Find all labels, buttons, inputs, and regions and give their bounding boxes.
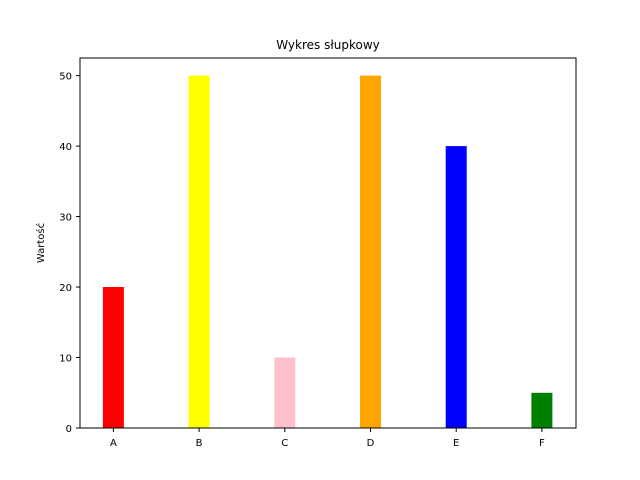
- x-tick-label: E: [453, 438, 459, 449]
- y-tick-label: 30: [59, 213, 72, 224]
- x-tick-label: B: [196, 438, 203, 449]
- y-tick-label: 50: [59, 72, 72, 83]
- y-tick-label: 0: [66, 424, 72, 435]
- y-axis-label: Wartość: [35, 223, 47, 263]
- bar-E: [445, 146, 467, 428]
- x-tick-label: C: [281, 438, 288, 449]
- chart-title: Wykres słupkowy: [276, 38, 380, 52]
- y-tick-label: 20: [59, 283, 72, 294]
- bar-C: [274, 357, 296, 428]
- y-tick-label: 40: [59, 142, 72, 153]
- plot-area: A B C D E F 0 10 20 30 40 50: [59, 72, 553, 449]
- x-tick-label: A: [110, 438, 117, 449]
- x-tick-label: D: [367, 438, 375, 449]
- plot-frame: [79, 57, 577, 429]
- bar-F: [531, 392, 553, 428]
- y-tick-label: 10: [59, 354, 72, 365]
- bar-D: [360, 75, 381, 428]
- x-tick-label: F: [539, 438, 545, 449]
- bar-B: [188, 75, 210, 428]
- bar-A: [102, 287, 124, 428]
